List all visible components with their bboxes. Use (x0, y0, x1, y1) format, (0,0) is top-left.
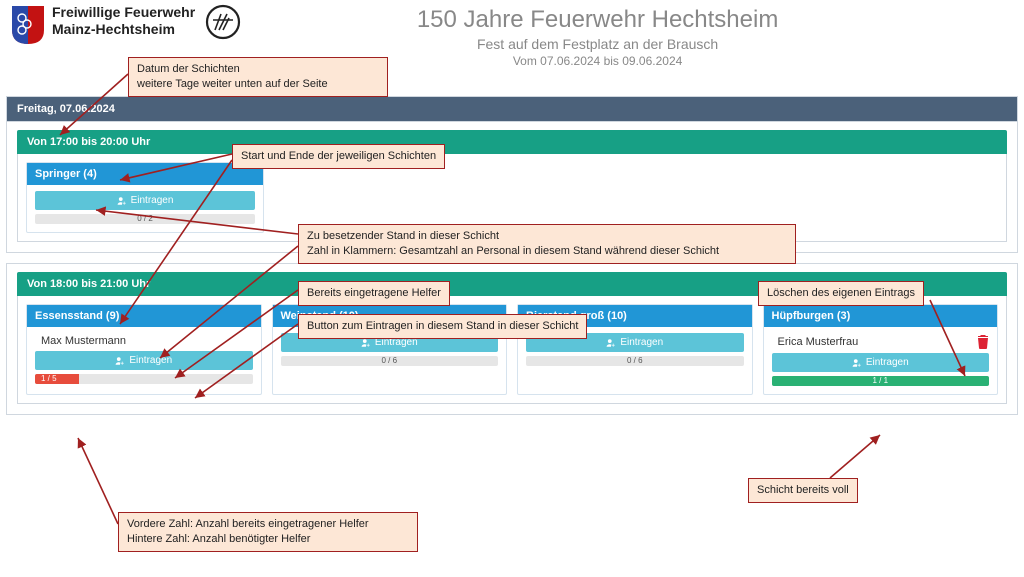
stand-card-essensstand: Essensstand (9) Max Mustermann Eintragen (26, 304, 262, 395)
stand-card-huepfburgen: Hüpfburgen (3) Erica Musterfrau (763, 304, 999, 395)
callout-date: Datum der Schichtenweitere Tage weiter u… (128, 57, 388, 97)
progress-bar: 0 / 6 (526, 356, 744, 366)
progress-bar: 0 / 2 (35, 214, 255, 224)
enroll-label: Eintragen (866, 357, 909, 368)
callout-helper: Bereits eingetragene Helfer (298, 281, 450, 306)
enroll-button[interactable]: Eintragen (772, 353, 990, 372)
callout-counts: Vordere Zahl: Anzahl bereits eingetragen… (118, 512, 418, 552)
progress-fill: 1 / 5 (35, 374, 79, 384)
day-header: Freitag, 07.06.2024 (6, 96, 1018, 122)
delete-entry-button[interactable] (977, 335, 989, 349)
shift-time-1: Von 17:00 bis 20:00 Uhr (17, 130, 1007, 154)
anniversary-badge-icon (205, 4, 241, 40)
org-line1: Freiwillige Feuerwehr (52, 4, 195, 21)
progress-text: 0 / 6 (281, 356, 499, 366)
helper-row: Erica Musterfrau (772, 333, 990, 353)
callout-stand: Zu besetzender Stand in dieser SchichtZa… (298, 224, 796, 264)
org-line2: Mainz-Hechtsheim (52, 21, 195, 38)
user-plus-icon (852, 358, 862, 368)
progress-fill: 1 / 1 (772, 376, 990, 386)
page-title: 150 Jahre Feuerwehr Hechtsheim (241, 6, 954, 34)
progress-bar: 0 / 6 (281, 356, 499, 366)
helper-name: Max Mustermann (41, 335, 126, 347)
callout-button: Button zum Eintragen in diesem Stand in … (298, 314, 587, 339)
enroll-button[interactable]: Eintragen (35, 191, 255, 210)
callout-delete: Löschen des eigenen Eintrags (758, 281, 924, 306)
helper-name: Erica Musterfrau (778, 336, 859, 348)
stand-title: Essensstand (9) (27, 305, 261, 327)
enroll-label: Eintragen (129, 355, 172, 366)
org-title: Freiwillige Feuerwehr Mainz-Hechtsheim (52, 4, 195, 38)
user-plus-icon (117, 196, 127, 206)
coat-of-arms-icon (10, 4, 46, 46)
callout-full: Schicht bereits voll (748, 478, 858, 503)
stand-title: Springer (4) (27, 163, 263, 185)
enroll-button[interactable]: Eintragen (35, 351, 253, 370)
helper-row: Max Mustermann (35, 333, 253, 351)
user-plus-icon (361, 338, 371, 348)
progress-bar: 1 / 5 (35, 374, 253, 384)
page-subtitle: Fest auf dem Festplatz an der Brausch (241, 36, 954, 52)
progress-text: 0 / 2 (35, 214, 255, 224)
progress-bar: 1 / 1 (772, 376, 990, 386)
progress-text: 1 / 1 (772, 376, 990, 386)
progress-text: 1 / 5 (35, 374, 79, 384)
stand-title: Hüpfburgen (3) (764, 305, 998, 327)
user-plus-icon (606, 338, 616, 348)
shift-body-2: Essensstand (9) Max Mustermann Eintragen (17, 296, 1007, 404)
stand-card-springer: Springer (4) Eintragen 0 / 2 (26, 162, 264, 233)
progress-text: 0 / 6 (526, 356, 744, 366)
enroll-label: Eintragen (620, 337, 663, 348)
trash-icon (977, 335, 989, 349)
callout-time: Start und Ende der jeweiligen Schichten (232, 144, 445, 169)
user-plus-icon (115, 356, 125, 366)
enroll-label: Eintragen (131, 195, 174, 206)
